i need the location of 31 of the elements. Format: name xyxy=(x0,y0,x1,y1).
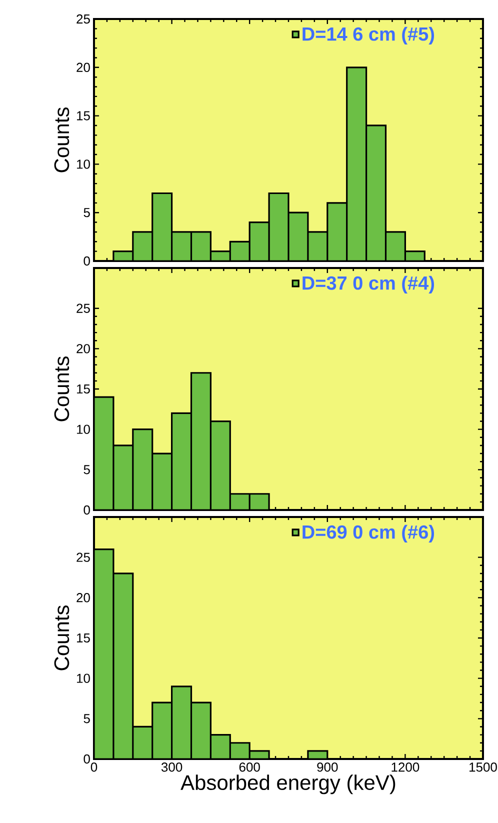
legend-label: D=69 0 cm (#6) xyxy=(302,524,434,543)
y-tick-label: 25 xyxy=(76,552,90,562)
y-tick-label: 10 xyxy=(76,424,90,434)
y-tick-label: 20 xyxy=(76,593,90,602)
y-tick-label: 0 xyxy=(84,505,90,515)
y-tick-label: 15 xyxy=(76,633,90,643)
x-tick-label: 0 xyxy=(90,762,98,772)
y-tick-label: 25 xyxy=(76,304,90,313)
x-tick-label: 600 xyxy=(239,762,260,772)
y-tick-label: 5 xyxy=(84,208,90,218)
y-tick-label: 20 xyxy=(76,344,90,354)
y-tick-label: 0 xyxy=(84,256,90,266)
y-tick-label: 25 xyxy=(76,14,90,24)
legend-label: D=37 0 cm (#4) xyxy=(302,276,434,294)
x-tick-label: 900 xyxy=(317,762,338,772)
y-tick-label: 0 xyxy=(84,754,90,764)
x-tick-label: 1200 xyxy=(392,762,420,772)
x-axis-title: Absorbed energy (keV) xyxy=(180,774,396,794)
y-tick-label: 10 xyxy=(76,674,90,683)
y-axis-title: Counts xyxy=(54,108,70,172)
y-tick-label: 5 xyxy=(84,465,90,474)
y-tick-label: 15 xyxy=(76,384,90,394)
x-tick-label: 300 xyxy=(161,762,182,772)
y-tick-label: 10 xyxy=(76,160,90,169)
legend-label: D=14 6 cm (#5) xyxy=(302,26,434,45)
y-tick-label: 20 xyxy=(76,62,90,72)
x-tick-label: 1500 xyxy=(470,762,497,772)
y-tick-label: 15 xyxy=(76,111,90,120)
y-tick-label: 5 xyxy=(84,714,90,724)
y-axis-title: Counts xyxy=(54,356,70,422)
y-axis-title: Counts xyxy=(54,606,70,670)
